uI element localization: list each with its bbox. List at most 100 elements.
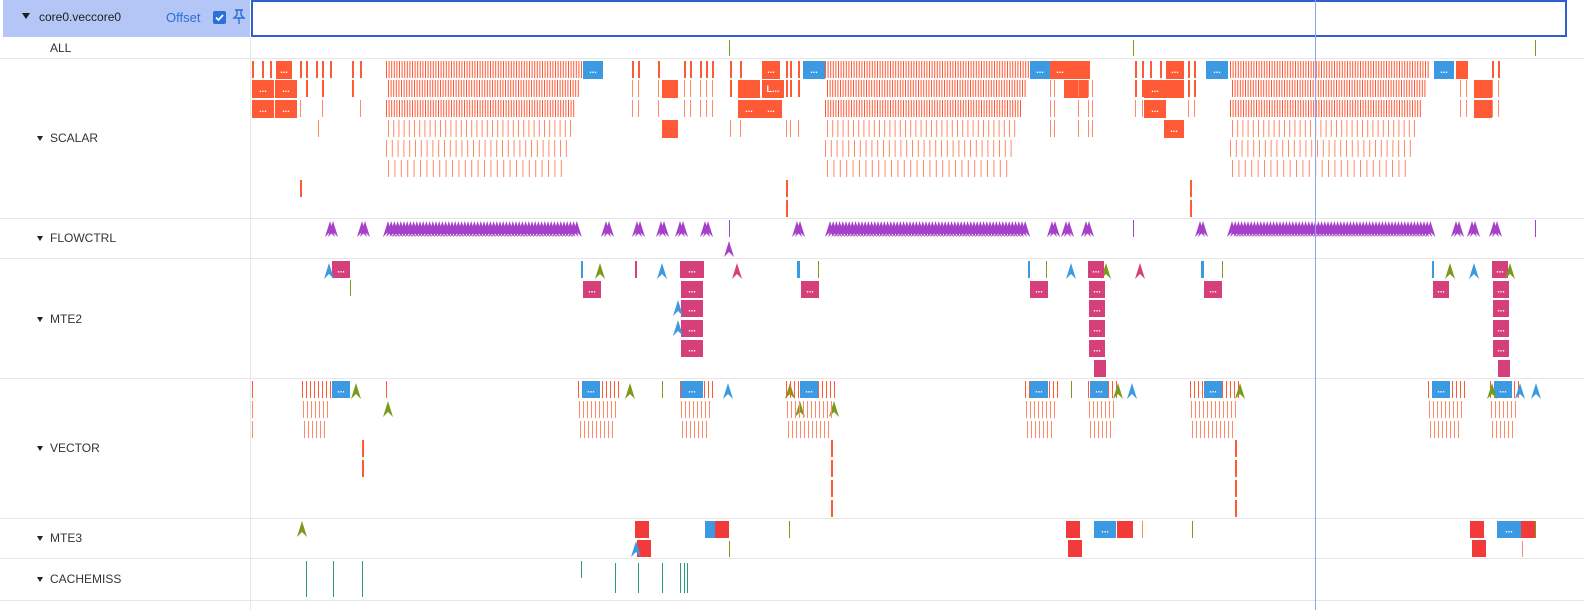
trace-tick[interactable] — [827, 401, 828, 418]
trace-tick[interactable] — [891, 160, 892, 177]
trace-tick[interactable] — [512, 120, 514, 137]
trace-tick[interactable] — [1460, 381, 1461, 398]
trace-tick[interactable] — [1434, 421, 1435, 438]
trace-tick[interactable] — [1057, 381, 1058, 398]
trace-tick[interactable] — [837, 80, 839, 97]
trace-tick[interactable] — [1281, 80, 1283, 97]
trace-tick[interactable] — [1504, 421, 1505, 438]
trace-tick[interactable] — [445, 61, 447, 78]
trace-tick[interactable] — [923, 160, 924, 177]
trace-tick[interactable] — [573, 61, 575, 78]
trace-tick[interactable] — [1004, 140, 1006, 157]
trace-tick[interactable] — [408, 120, 410, 137]
trace-block[interactable] — [760, 100, 782, 118]
trace-tick[interactable] — [1078, 80, 1079, 97]
trace-tick[interactable] — [497, 100, 499, 117]
trace-tick[interactable] — [570, 61, 572, 78]
trace-block-label[interactable]: ... — [810, 65, 818, 75]
trace-tick[interactable] — [698, 421, 699, 438]
trace-tick[interactable] — [500, 100, 502, 117]
trace-tick[interactable] — [1046, 261, 1047, 278]
trace-tick[interactable] — [1089, 401, 1090, 418]
trace-arrow[interactable] — [969, 221, 979, 237]
trace-arrow[interactable] — [1300, 221, 1311, 237]
trace-tick[interactable] — [835, 100, 837, 117]
trace-arrow[interactable] — [383, 401, 393, 417]
trace-block-label[interactable]: ... — [688, 265, 696, 275]
trace-tick[interactable] — [252, 381, 253, 398]
trace-tick[interactable] — [824, 421, 825, 438]
trace-tick[interactable] — [994, 100, 995, 117]
trace-tick[interactable] — [578, 61, 580, 78]
trace-arrow[interactable] — [1287, 221, 1298, 237]
trace-tick[interactable] — [1025, 61, 1027, 78]
trace-tick[interactable] — [429, 120, 431, 137]
trace-tick[interactable] — [1188, 80, 1190, 97]
trace-tick[interactable] — [690, 80, 691, 97]
trace-tick[interactable] — [1362, 120, 1363, 137]
trace-tick[interactable] — [1398, 140, 1400, 157]
trace-tick[interactable] — [1004, 100, 1006, 117]
time-cursor[interactable] — [1315, 0, 1316, 610]
trace-tick[interactable] — [1269, 61, 1270, 78]
trace-tick[interactable] — [861, 100, 863, 117]
trace-tick[interactable] — [996, 80, 997, 97]
trace-tick[interactable] — [450, 120, 452, 137]
trace-tick[interactable] — [1336, 120, 1337, 137]
trace-tick[interactable] — [865, 160, 867, 177]
trace-tick[interactable] — [419, 61, 421, 78]
trace-tick[interactable] — [1097, 401, 1098, 418]
trace-tick[interactable] — [1108, 381, 1109, 398]
trace-tick[interactable] — [730, 80, 732, 97]
trace-tick[interactable] — [706, 100, 707, 117]
trace-tick[interactable] — [1030, 401, 1031, 418]
trace-tick[interactable] — [484, 140, 486, 157]
trace-tick[interactable] — [1362, 61, 1364, 78]
trace-block[interactable] — [1089, 300, 1105, 317]
trace-tick[interactable] — [495, 61, 497, 78]
trace-tick[interactable] — [881, 80, 883, 97]
trace-arrow[interactable] — [937, 221, 947, 237]
trace-tick[interactable] — [838, 100, 839, 117]
trace-tick[interactable] — [858, 61, 860, 78]
trace-tick[interactable] — [1409, 140, 1411, 157]
trace-tick[interactable] — [884, 80, 886, 97]
trace-tick[interactable] — [1235, 401, 1236, 418]
trace-arrow[interactable] — [469, 221, 480, 237]
trace-tick[interactable] — [1460, 80, 1461, 97]
trace-arrow[interactable] — [1445, 263, 1455, 279]
trace-block-label[interactable]: ... — [1497, 304, 1505, 314]
trace-tick[interactable] — [407, 160, 409, 177]
trace-arrow[interactable] — [675, 221, 685, 237]
trace-tick[interactable] — [962, 120, 964, 137]
trace-tick[interactable] — [607, 401, 608, 418]
trace-tick[interactable] — [1347, 100, 1348, 117]
trace-tick[interactable] — [1220, 421, 1221, 438]
trace-tick[interactable] — [1195, 401, 1196, 418]
trace-tick[interactable] — [1406, 80, 1408, 97]
trace-tick[interactable] — [473, 140, 474, 157]
trace-tick[interactable] — [1245, 100, 1247, 117]
trace-tick[interactable] — [1503, 401, 1504, 418]
trace-tick[interactable] — [443, 61, 445, 78]
trace-tick[interactable] — [931, 80, 932, 97]
trace-tick[interactable] — [831, 401, 832, 418]
trace-tick[interactable] — [1194, 80, 1196, 97]
trace-tick[interactable] — [815, 401, 816, 418]
trace-arrow[interactable] — [1487, 383, 1497, 399]
trace-arrow[interactable] — [1492, 221, 1502, 237]
trace-tick[interactable] — [541, 160, 543, 177]
trace-tick[interactable] — [362, 561, 363, 597]
trace-tick[interactable] — [445, 160, 447, 177]
trace-arrow[interactable] — [873, 221, 883, 237]
trace-tick[interactable] — [827, 61, 829, 78]
trace-tick[interactable] — [1232, 100, 1234, 117]
trace-tick[interactable] — [955, 100, 956, 117]
trace-tick[interactable] — [1349, 61, 1351, 78]
trace-tick[interactable] — [587, 401, 588, 418]
trace-tick[interactable] — [936, 100, 938, 117]
trace-tick[interactable] — [986, 100, 988, 117]
trace-tick[interactable] — [1344, 61, 1346, 78]
trace-tick[interactable] — [791, 401, 792, 418]
trace-arrow[interactable] — [427, 221, 438, 237]
